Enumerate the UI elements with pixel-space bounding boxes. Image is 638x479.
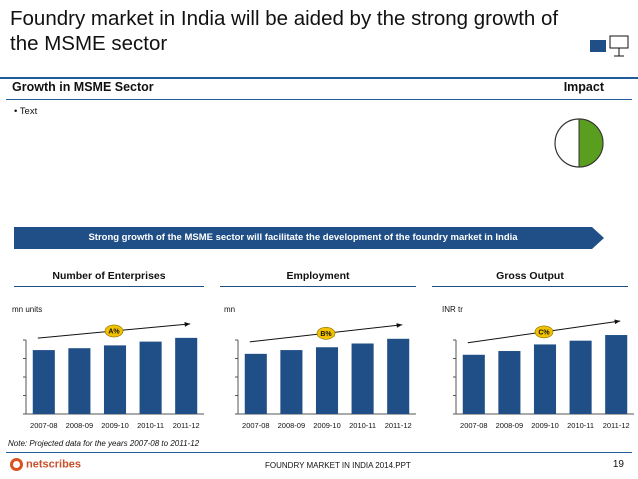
x-tick-label: 2011-12 bbox=[173, 421, 200, 430]
cagr-badge bbox=[534, 325, 554, 339]
bar-2007-08 bbox=[462, 354, 485, 414]
bar-2010-11 bbox=[351, 343, 374, 414]
bullet-text: • Text bbox=[14, 106, 38, 117]
x-tick-label: 2009-10 bbox=[531, 421, 559, 430]
column-label: Number of Enterprises bbox=[52, 270, 166, 282]
x-tick-label: 2011-12 bbox=[603, 421, 630, 430]
bar-2011-12 bbox=[175, 337, 198, 414]
axis-unit-label: mn bbox=[224, 305, 235, 314]
x-tick-label: 2007-08 bbox=[460, 421, 488, 430]
bar-2009-10 bbox=[103, 345, 127, 414]
x-tick-label: 2008-09 bbox=[66, 421, 94, 430]
key-message-banner: Strong growth of the MSME sector will fa… bbox=[14, 227, 592, 249]
cagr-badge bbox=[316, 327, 336, 340]
cagr-label: B% bbox=[320, 331, 332, 338]
bar-2010-11 bbox=[569, 340, 592, 414]
column-label: Employment bbox=[286, 270, 350, 282]
page-title: Foundry market in India will be aided by… bbox=[10, 7, 559, 55]
company-logo: netscribes bbox=[10, 458, 81, 471]
bar-2007-08 bbox=[32, 350, 55, 414]
chart-svg: mn 2007-08 2008-09 2009-10 2010-11 2011-12 B% bbox=[224, 305, 416, 430]
column-header-employment: Employment bbox=[220, 266, 416, 287]
trend-arrowhead-icon bbox=[614, 319, 621, 325]
logo-mark-icon bbox=[10, 458, 23, 471]
x-tick-label: 2010-11 bbox=[349, 421, 376, 430]
trend-arrowhead-icon bbox=[184, 322, 191, 327]
x-tick-label: 2008-09 bbox=[496, 421, 524, 430]
axis-unit-label: INR tr bbox=[442, 305, 463, 314]
bar-2011-12 bbox=[605, 335, 628, 414]
x-tick-label: 2007-08 bbox=[242, 421, 270, 430]
bar-2008-09 bbox=[498, 351, 521, 414]
section-title-growth: Growth in MSME Sector bbox=[12, 80, 154, 94]
bar-2008-09 bbox=[68, 348, 91, 414]
footnote: Note: Projected data for the years 2007-… bbox=[8, 439, 200, 448]
x-tick-label: 2011-12 bbox=[385, 421, 412, 430]
trend-arrowhead-icon bbox=[396, 323, 403, 328]
footer-filename: FOUNDRY MARKET IN INDIA 2014.PPT bbox=[265, 461, 411, 470]
section-title-impact: Impact bbox=[563, 80, 604, 94]
footer-divider bbox=[6, 452, 632, 453]
chart-enterprises: mn units 2007-08 2008-09 2009-10 2010-11 2011… bbox=[12, 302, 212, 442]
x-tick-label: 2007-08 bbox=[30, 421, 58, 430]
chart-gross-output: INR tr 2007-08 2008-09 2009-10 2010-11 2011-1… bbox=[442, 302, 638, 442]
x-tick-label: 2010-11 bbox=[567, 421, 594, 430]
cagr-label: A% bbox=[108, 328, 120, 335]
logo-text: netscribes bbox=[26, 458, 82, 471]
section-header bbox=[0, 77, 638, 101]
column-label: Gross Output bbox=[496, 270, 564, 282]
bar-2008-09 bbox=[280, 350, 303, 414]
x-tick-label: 2009-10 bbox=[101, 421, 129, 430]
bar-2007-08 bbox=[244, 353, 267, 414]
bar-2011-12 bbox=[387, 338, 410, 414]
x-tick-label: 2008-09 bbox=[278, 421, 306, 430]
chart-svg: INR tr 2007-08 2008-09 2009-10 2010-11 2011-1… bbox=[442, 305, 634, 430]
chart-svg: mn units 2007-08 2008-09 2009-10 2010-11 2011… bbox=[12, 305, 204, 430]
cagr-badge bbox=[104, 324, 124, 338]
x-tick-label: 2009-10 bbox=[313, 421, 341, 430]
x-tick-label: 2010-11 bbox=[137, 421, 164, 430]
page-number: 19 bbox=[612, 459, 624, 470]
column-header-enterprises: Number of Enterprises bbox=[14, 266, 204, 287]
bar-2009-10 bbox=[315, 347, 339, 414]
axis-unit-label: mn units bbox=[12, 305, 42, 314]
banner-arrow-icon bbox=[592, 227, 604, 249]
presentation-icon bbox=[590, 35, 629, 57]
column-header-gross-output: Gross Output bbox=[432, 266, 628, 287]
cagr-label: C% bbox=[538, 329, 550, 336]
chart-employment: mn 2007-08 2008-09 2009-10 2010-11 2011-12 B% bbox=[224, 302, 424, 442]
section-divider bbox=[6, 99, 632, 100]
bar-2010-11 bbox=[139, 341, 162, 414]
impact-harvey-ball-icon bbox=[554, 118, 604, 168]
bar-2009-10 bbox=[533, 344, 557, 414]
